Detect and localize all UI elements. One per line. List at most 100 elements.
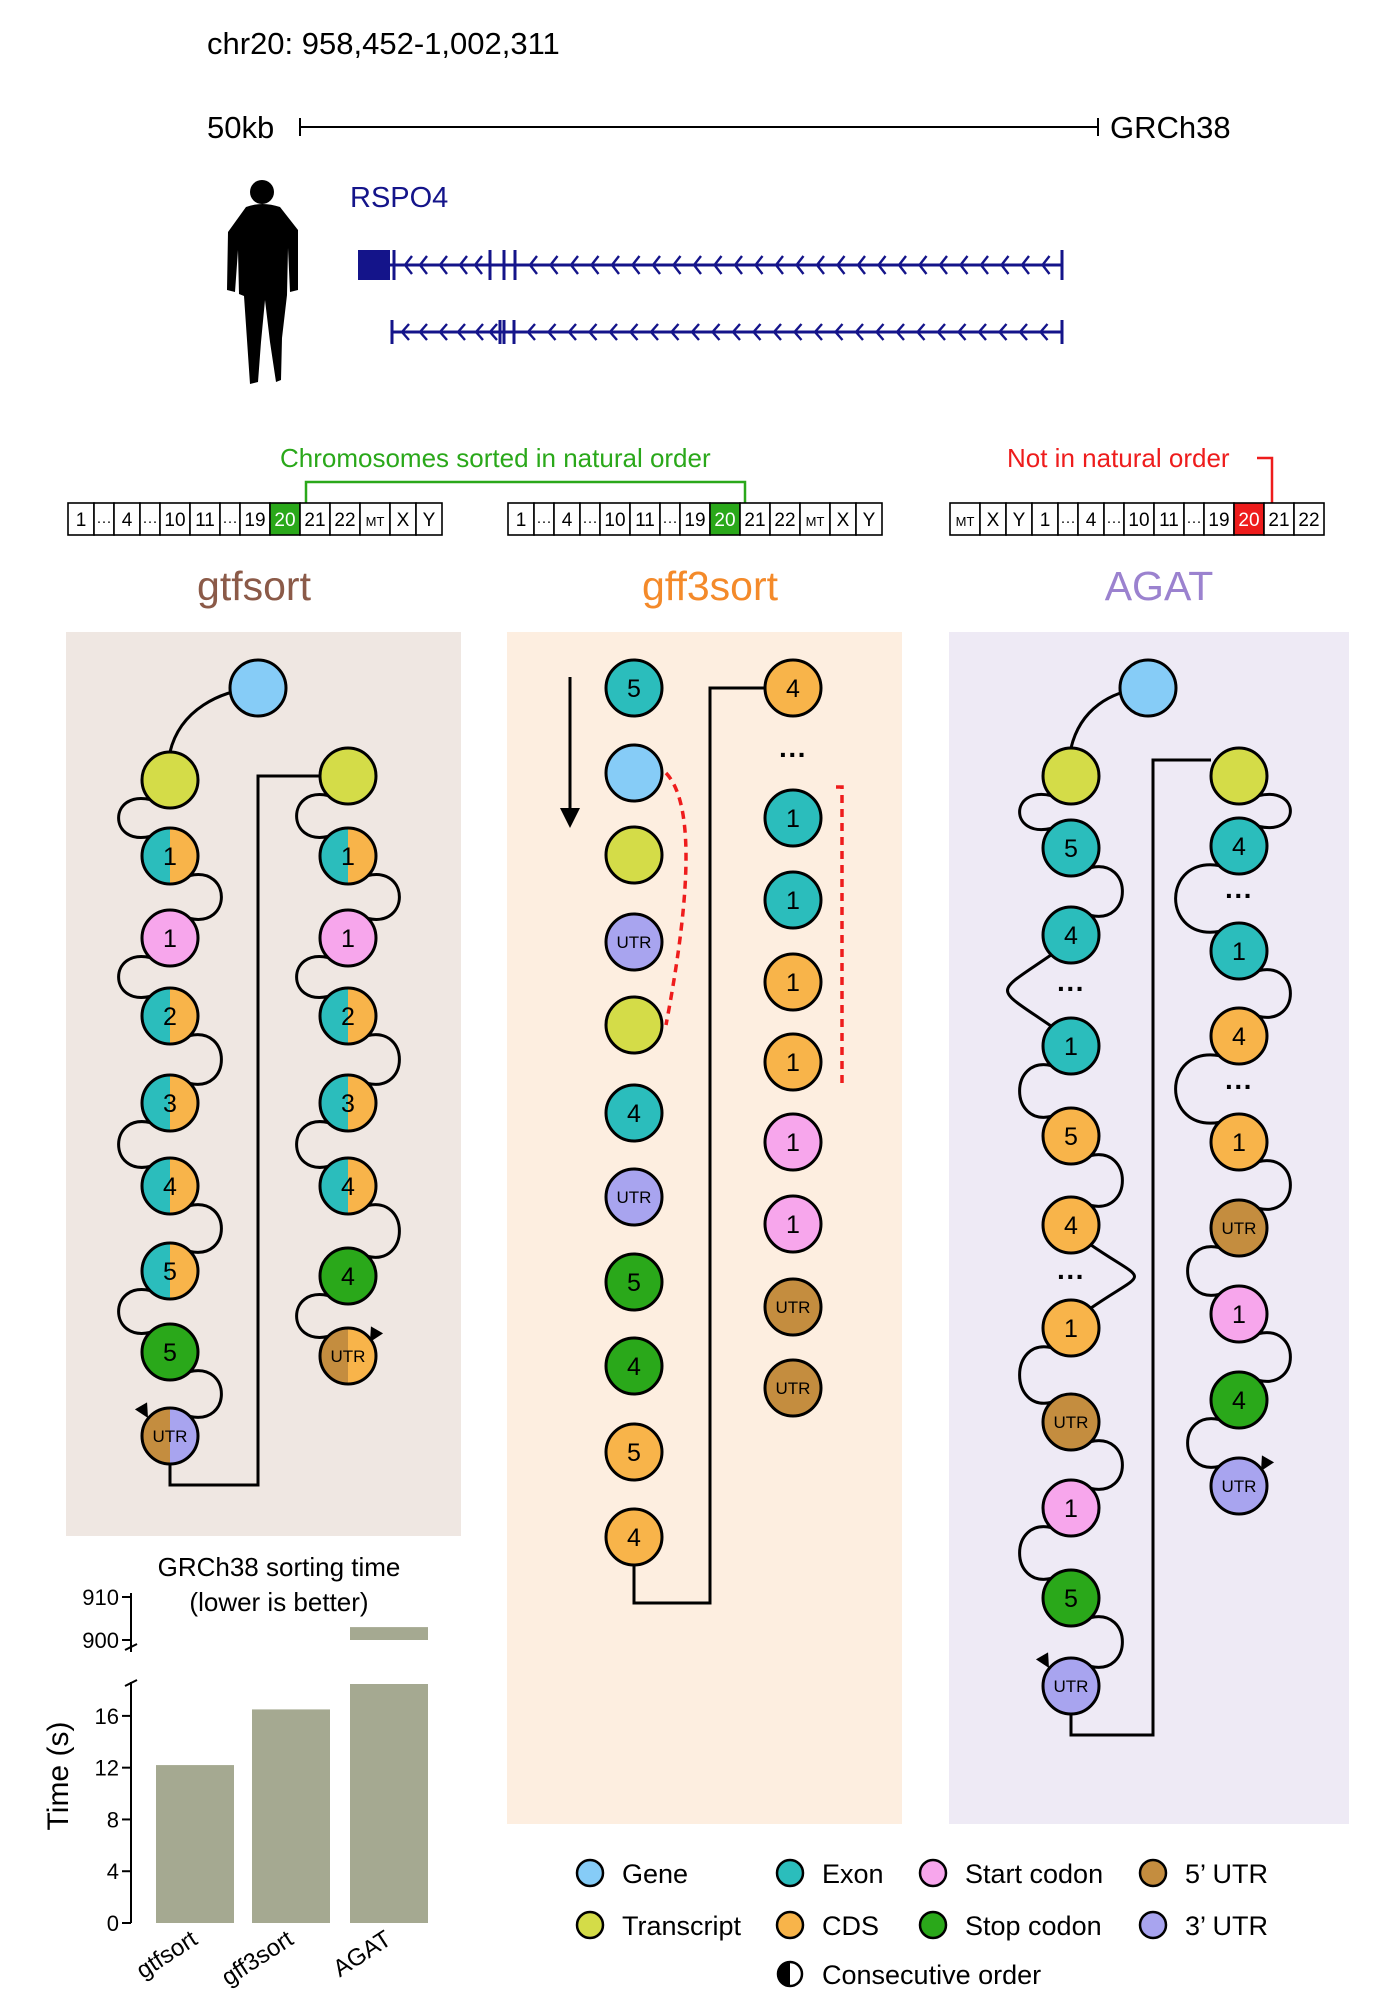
node-label: 1 (163, 843, 177, 871)
connection-loop (1090, 1153, 1124, 1208)
connection-loop (189, 1203, 223, 1254)
cds-node: 4 (763, 658, 823, 718)
connection-loop (189, 1369, 223, 1419)
gtfsort-panel (66, 632, 461, 1536)
chromosome-label: ··· (143, 513, 158, 530)
axis-break-mark (124, 1643, 138, 1651)
stop-codon-node: 4 (318, 1246, 378, 1306)
legend-label: Stop codon (965, 1911, 1102, 1941)
connection-loop (367, 1033, 401, 1086)
stop-codon-node: 4 (604, 1336, 664, 1396)
chromosome-cell (415, 502, 443, 536)
strand-chevron (710, 323, 721, 341)
strand-chevron (833, 323, 844, 341)
strand-chevron (977, 323, 987, 341)
connection-loop (1018, 1525, 1052, 1581)
transcript-node (604, 995, 664, 1055)
consecutive-node: UTR (140, 1406, 200, 1466)
strand-chevron (671, 255, 682, 275)
chromosome-label: 20 (1238, 510, 1259, 531)
bar (156, 1765, 234, 1923)
y-tick-label: 12 (95, 1756, 119, 1781)
connection-loop (1174, 1053, 1220, 1125)
strand-chevron (546, 323, 557, 341)
strand-chevron (587, 323, 598, 341)
chromosome-label: 19 (244, 510, 265, 531)
strand-chevron (649, 323, 659, 341)
chromosome-label: 1 (76, 510, 87, 531)
y-tick-label: 0 (107, 1911, 119, 1936)
legend-swatch (918, 1910, 948, 1940)
utr3-node: UTR (604, 912, 664, 972)
node-label: UTR (776, 1298, 811, 1317)
connection-loop (367, 873, 401, 921)
chromosome-label: 1 (1040, 510, 1051, 531)
chromosome-label: ··· (1107, 513, 1122, 530)
node-label: 1 (1232, 1129, 1246, 1157)
connection-loop (1258, 1331, 1292, 1383)
node-label: UTR (153, 1427, 188, 1446)
legend-item: Exon (775, 1858, 884, 1889)
strand-chevron (1038, 323, 1049, 341)
chromosome-cell (1233, 502, 1265, 536)
chromosome-label: ··· (663, 513, 678, 530)
chromosome-label: 10 (604, 510, 625, 531)
legend-swatch (575, 1858, 605, 1888)
node-label: 5 (1064, 1585, 1078, 1613)
unnatural-order-connector (1257, 456, 1274, 503)
strand-chevron (917, 255, 928, 275)
node-label: 1 (786, 969, 800, 997)
consecutive-node: 2 (318, 986, 378, 1046)
strand-chevron (895, 323, 905, 341)
connection-loop (1018, 1063, 1052, 1119)
chromosome-label: ··· (97, 513, 112, 530)
chromosome-label: 22 (1298, 510, 1319, 531)
connection-line (632, 686, 765, 1605)
gtfsort-title: gtfsort (197, 563, 312, 609)
node-label: UTR (1054, 1413, 1089, 1432)
strand-chevron (774, 255, 784, 275)
chromosome-label: 20 (274, 510, 295, 531)
chromosome-label: 4 (562, 510, 573, 531)
connection-arrowhead (1035, 1652, 1049, 1668)
node-label: UTR (1222, 1477, 1257, 1496)
strand-chevron (456, 323, 466, 341)
unnatural-order-label: Not in natural order (1007, 443, 1230, 473)
chromosome-cell (553, 502, 581, 536)
connection-loop (117, 955, 151, 999)
node-label: 4 (1064, 1212, 1078, 1240)
node-layer: 1 1 2 3 4 5 5 UTR 1 1 2 3 4 4 UTR 5 UTR 4 UTR 5 4 5 4 4 1 1 1 1 1 1 UT… (140, 658, 1269, 1716)
transcript-node (604, 825, 664, 885)
down-arrow-icon (560, 677, 580, 828)
legend-swatch (775, 1858, 805, 1888)
consecutive-node: 1 (140, 826, 200, 886)
node-label: 5 (163, 1258, 177, 1286)
strand-chevron (418, 323, 428, 341)
sorting-time-chart: GRCh38 sorting time (lower is better) Ti… (42, 1552, 428, 1991)
legend-label: 3’ UTR (1185, 1911, 1268, 1941)
legend-item: Gene (575, 1858, 688, 1889)
consecutive-node: 3 (140, 1073, 200, 1133)
strand-chevron (897, 255, 907, 275)
strand-chevron (712, 255, 723, 275)
node-label: 4 (341, 1173, 355, 1201)
chromosome-label: Y (1013, 510, 1026, 531)
node-label: 1 (1064, 1315, 1078, 1343)
exon-node: 1 (1041, 1016, 1101, 1076)
chromosome-label: 10 (1128, 510, 1149, 531)
strand-chevron (813, 323, 823, 341)
transcript-node (318, 746, 378, 806)
legend-swatch (1138, 1858, 1168, 1888)
strand-chevron (608, 323, 618, 341)
cds-node: 1 (1041, 1298, 1101, 1358)
node-label: 5 (627, 1439, 641, 1467)
strand-chevron (733, 255, 743, 275)
connection-loop (1090, 865, 1124, 918)
chromosome-label: ··· (1061, 513, 1076, 530)
utr3-node: UTR (604, 1167, 664, 1227)
node-label: UTR (776, 1379, 811, 1398)
node-label: 4 (163, 1173, 177, 1201)
strand-chevron (874, 323, 885, 341)
node-label: 5 (1064, 1123, 1078, 1151)
node-label: 5 (627, 1269, 641, 1297)
